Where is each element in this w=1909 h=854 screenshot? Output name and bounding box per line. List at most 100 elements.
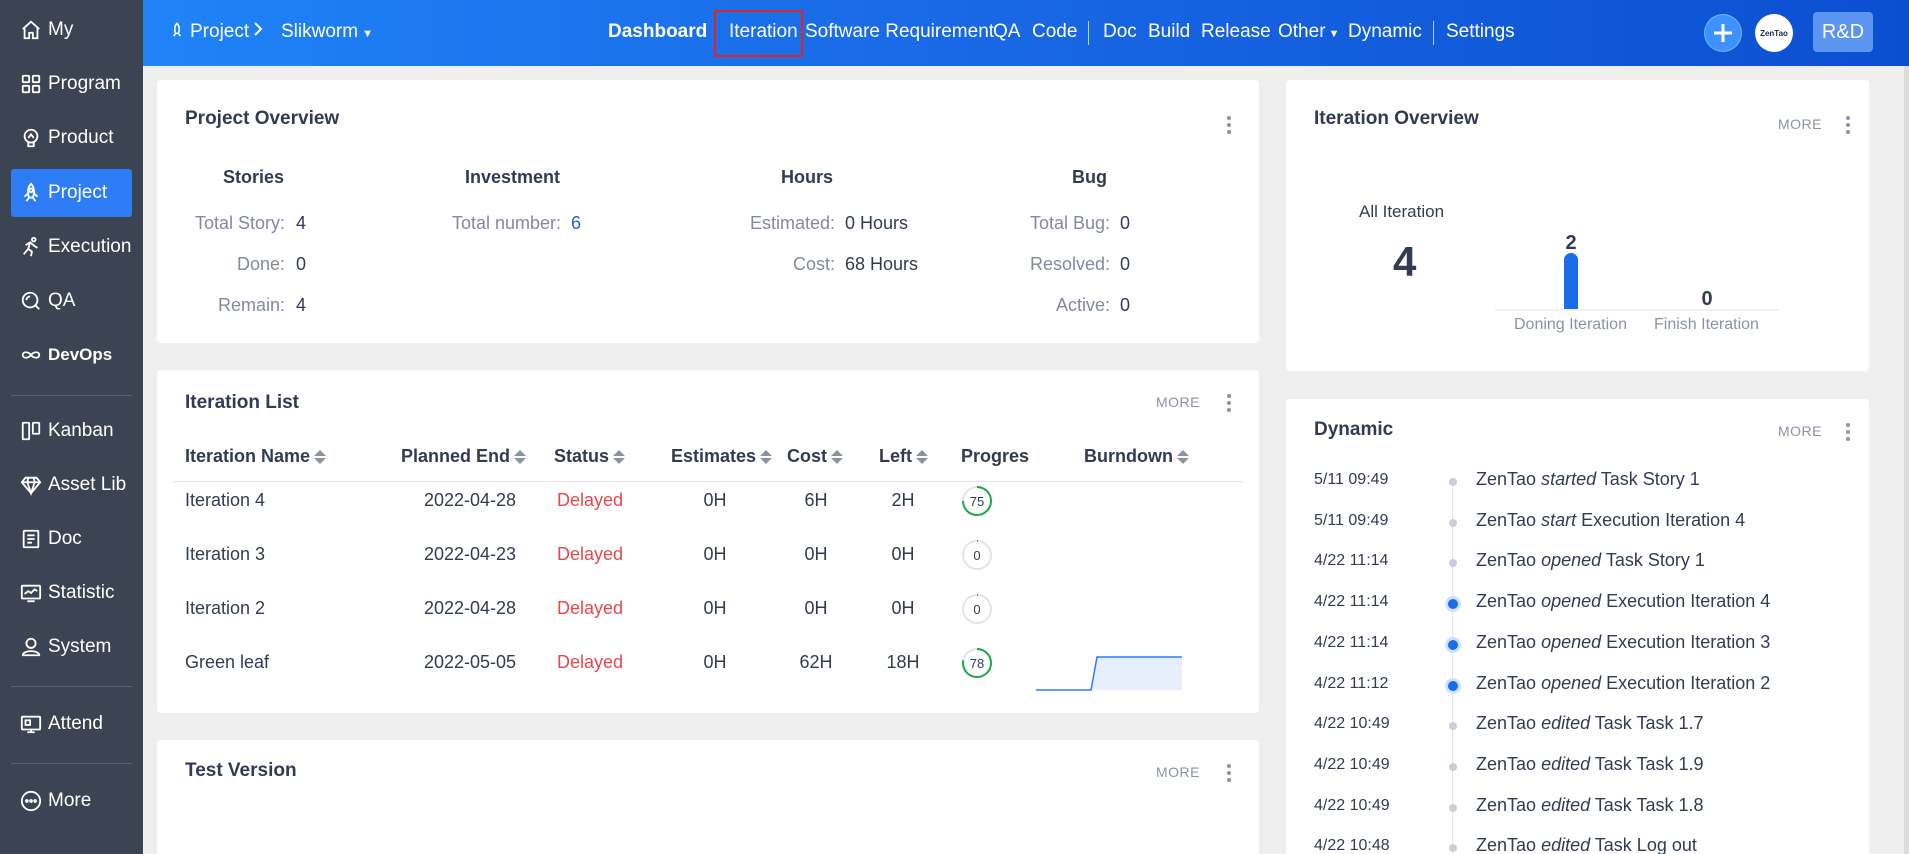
estimated-value: 0 Hours [845, 213, 909, 233]
sidebar-item-asset-lib[interactable]: Asset Lib [11, 461, 132, 509]
tab-software-requirement[interactable]: Software Requirement [805, 21, 995, 42]
tab-release[interactable]: Release [1201, 21, 1271, 42]
tab-doc[interactable]: Doc [1103, 21, 1137, 42]
dynamic-entry[interactable]: ZenTao opened Execution Iteration 2 [1476, 673, 1770, 694]
tab-dynamic[interactable]: Dynamic [1348, 21, 1422, 42]
cell-cost: 62H [799, 652, 833, 672]
dynamic-entry[interactable]: ZenTao start Execution Iteration 4 [1476, 510, 1745, 531]
sidebar-item-system[interactable]: System [11, 623, 132, 671]
col-planned-end[interactable]: Planned End [401, 446, 527, 467]
sidebar-item-label: Doc [48, 528, 82, 549]
dynamic-actor: ZenTao [1476, 631, 1537, 652]
sort-icon [613, 449, 626, 465]
tab-dashboard[interactable]: Dashboard [608, 21, 708, 42]
cell-iteration-name[interactable]: Green leaf [185, 652, 270, 672]
kebab-menu-icon[interactable] [1226, 116, 1232, 136]
sidebar-item-kanban[interactable]: Kanban [11, 407, 132, 455]
dynamic-entry[interactable]: ZenTao edited Task Task 1.8 [1476, 795, 1704, 816]
col-cost[interactable]: Cost [787, 446, 843, 467]
cell-iteration-name[interactable]: Iteration 2 [185, 598, 266, 618]
dynamic-object[interactable]: Task Story 1 [1605, 550, 1705, 571]
progress-ring [962, 594, 992, 624]
caret-down-icon: ▼ [1328, 28, 1340, 40]
dynamic-object[interactable]: Task Task 1.9 [1594, 753, 1704, 774]
tab-build[interactable]: Build [1148, 21, 1191, 42]
nav-divider [1433, 21, 1434, 45]
col-progress[interactable]: Progres [961, 446, 1029, 467]
dynamic-entry[interactable]: ZenTao opened Execution Iteration 3 [1476, 632, 1770, 653]
timeline-dot-icon [1445, 677, 1461, 694]
more-link[interactable]: MORE [1156, 394, 1200, 410]
sidebar-item-attend[interactable]: Attend [11, 700, 132, 748]
tab-settings[interactable]: Settings [1446, 21, 1515, 42]
dynamic-entry[interactable]: ZenTao edited Task Task 1.9 [1476, 754, 1704, 775]
create-plus-button[interactable] [1704, 14, 1742, 52]
sidebar-divider [11, 763, 132, 764]
sidebar-item-more[interactable]: More [11, 777, 132, 825]
timeline-dot-icon [1449, 478, 1457, 486]
col-left[interactable]: Left [879, 446, 928, 467]
kebab-menu-icon[interactable] [1845, 423, 1851, 443]
total-bug-value: 0 [1120, 213, 1131, 233]
scrollbar[interactable] [1904, 66, 1909, 854]
dynamic-object[interactable]: Task Task 1.8 [1594, 794, 1704, 815]
dynamic-object[interactable]: Execution Iteration 4 [1606, 591, 1771, 612]
user-avatar[interactable]: ZenTao [1755, 14, 1793, 52]
dynamic-object[interactable]: Task Log out [1594, 835, 1697, 854]
rd-switch-button[interactable]: R&D [1813, 12, 1873, 52]
sidebar-item-program[interactable]: Program [11, 60, 132, 108]
dynamic-object[interactable]: Execution Iteration 3 [1606, 631, 1771, 652]
sidebar-item-product[interactable]: Product [11, 114, 132, 162]
tab-code[interactable]: Code [1032, 21, 1078, 42]
dynamic-time: 5/11 09:49 [1314, 511, 1389, 529]
dynamic-entry[interactable]: ZenTao started Task Story 1 [1476, 469, 1700, 490]
cell-iteration-name[interactable]: Iteration 3 [185, 544, 266, 564]
dynamic-time: 4/22 10:48 [1314, 837, 1390, 854]
breadcrumb-current-project[interactable]: Slikworm ▼ [281, 0, 373, 66]
kebab-menu-icon[interactable] [1845, 116, 1851, 136]
sidebar-item-label: Product [48, 127, 114, 148]
tab-other-label: Other [1278, 21, 1326, 42]
dynamic-entry[interactable]: ZenTao edited Task Task 1.7 [1476, 713, 1704, 734]
tab-other[interactable]: Other ▼ [1278, 0, 1339, 66]
dynamic-object[interactable]: Execution Iteration 2 [1606, 672, 1771, 693]
tab-iteration[interactable]: Iteration [729, 21, 798, 42]
progress-ring [962, 540, 992, 570]
bulb-icon [20, 127, 42, 149]
dynamic-entry[interactable]: ZenTao opened Task Story 1 [1476, 550, 1705, 571]
col-burndown[interactable]: Burndown [1084, 446, 1189, 467]
cost-label: Cost: [792, 254, 835, 274]
dynamic-entry[interactable]: ZenTao edited Task Log out [1476, 835, 1697, 854]
sidebar-item-doc[interactable]: Doc [11, 515, 132, 563]
breadcrumb-project[interactable]: Project [190, 21, 250, 42]
tab-qa[interactable]: QA [993, 21, 1021, 42]
total-story-label: Total Story: [194, 213, 285, 233]
dynamic-object[interactable]: Execution Iteration 4 [1581, 509, 1746, 530]
more-link[interactable]: MORE [1778, 423, 1822, 439]
nav-divider [1088, 21, 1089, 45]
dynamic-object[interactable]: Task Task 1.7 [1594, 713, 1704, 734]
sidebar-item-my[interactable]: My [11, 6, 132, 54]
total-number-value[interactable]: 6 [571, 213, 582, 233]
burndown-area [1036, 657, 1182, 690]
sidebar-item-devops[interactable]: DevOps [11, 331, 132, 379]
dynamic-actor: ZenTao [1476, 753, 1537, 774]
cell-iteration-name[interactable]: Iteration 4 [185, 490, 266, 510]
more-link[interactable]: MORE [1778, 116, 1822, 132]
sidebar-item-label: Kanban [48, 420, 114, 441]
sidebar-item-execution[interactable]: Execution [11, 223, 132, 271]
sidebar-item-project[interactable]: Project [11, 169, 132, 217]
dynamic-action: opened [1541, 672, 1602, 693]
col-label: Burndown [1084, 446, 1173, 466]
more-link[interactable]: MORE [1156, 764, 1200, 780]
sidebar-item-qa[interactable]: QA [11, 277, 132, 325]
sidebar-item-statistic[interactable]: Statistic [11, 569, 132, 617]
kebab-menu-icon[interactable] [1226, 764, 1232, 784]
dynamic-entry[interactable]: ZenTao opened Execution Iteration 4 [1476, 591, 1770, 612]
kebab-menu-icon[interactable] [1226, 394, 1232, 414]
col-label: Cost [787, 446, 827, 466]
col-iteration-name[interactable]: Iteration Name [185, 446, 327, 467]
col-estimates[interactable]: Estimates [671, 446, 773, 467]
col-status[interactable]: Status [554, 446, 626, 467]
dynamic-object[interactable]: Task Story 1 [1600, 469, 1700, 489]
